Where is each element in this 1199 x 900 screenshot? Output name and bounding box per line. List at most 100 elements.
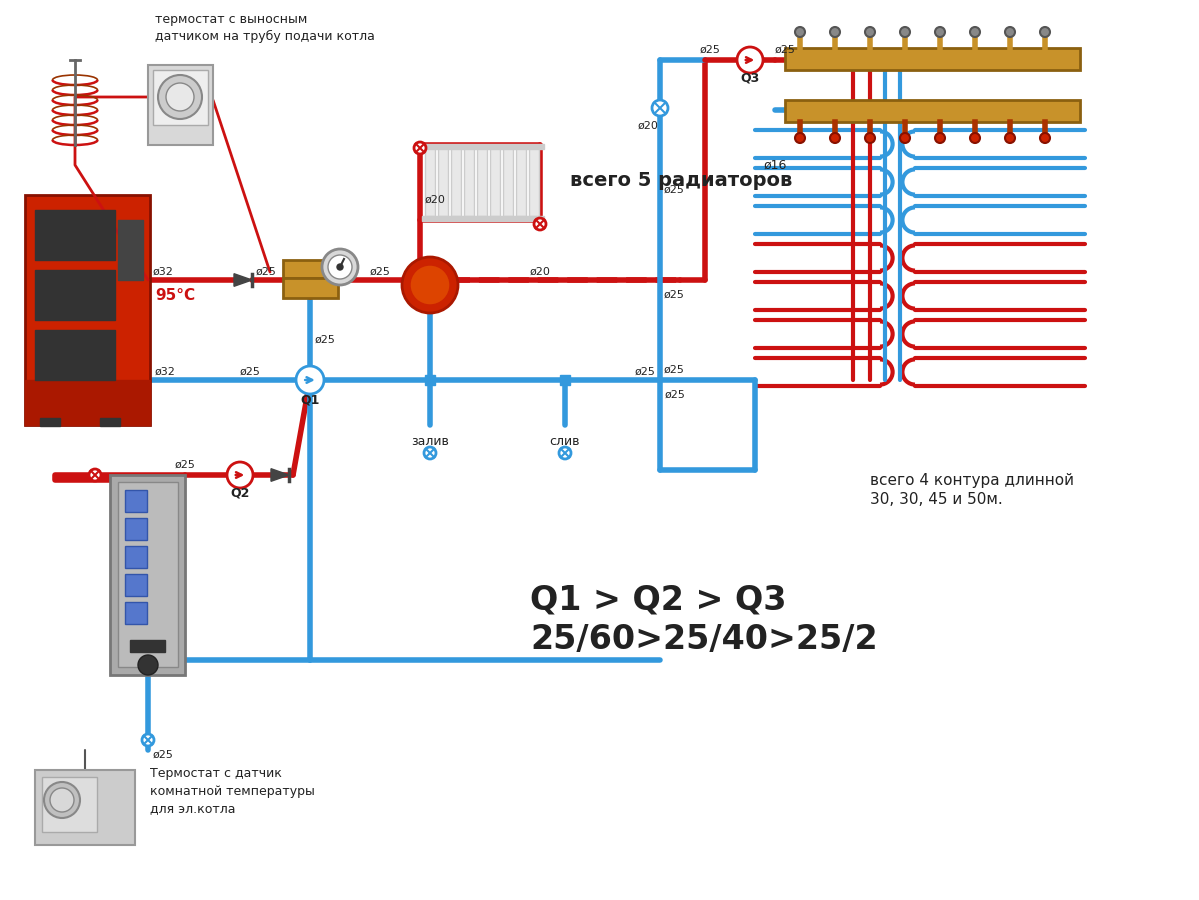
Text: ø25: ø25 [664,290,685,300]
Text: ø16: ø16 [764,158,787,172]
Circle shape [165,83,194,111]
Bar [283,278,338,298]
Text: Термостат с датчик: Термостат с датчик [150,767,282,779]
Circle shape [1040,27,1050,37]
Circle shape [935,27,945,37]
Bar [283,260,338,278]
Text: ø32: ø32 [153,267,174,277]
Bar [560,375,570,385]
Circle shape [864,133,875,143]
Circle shape [559,447,571,459]
Text: Q2: Q2 [230,487,249,500]
Text: ø20: ø20 [424,195,446,205]
Circle shape [534,218,546,230]
Text: датчиком на трубу подачи котла: датчиком на трубу подачи котла [155,30,375,42]
Bar [25,380,150,425]
Text: комнатной температуры: комнатной температуры [150,785,315,797]
Text: ø25: ø25 [257,267,277,277]
Circle shape [296,366,324,394]
Text: слив: слив [550,435,580,448]
Circle shape [141,734,153,746]
Circle shape [50,788,74,812]
Bar [147,65,213,145]
Bar [516,148,526,216]
Bar [35,270,115,320]
Bar [477,148,487,216]
Bar [125,546,147,568]
Circle shape [1005,27,1016,37]
Text: 25/60>25/40>25/2: 25/60>25/40>25/2 [530,624,878,656]
Text: Q1: Q1 [300,393,320,407]
Bar [100,418,120,426]
Text: 30, 30, 45 и 50м.: 30, 30, 45 и 50м. [870,492,1002,508]
Circle shape [414,142,426,154]
Polygon shape [234,274,252,286]
Text: ø25: ø25 [370,267,391,277]
Text: 95°С: 95°С [155,289,195,303]
Text: всего 5 радиаторов: всего 5 радиаторов [570,170,793,190]
Circle shape [900,133,910,143]
Polygon shape [271,469,289,482]
Circle shape [795,133,805,143]
Bar [785,48,1080,70]
Circle shape [424,447,436,459]
Circle shape [410,265,450,305]
Bar [40,418,60,426]
Bar [424,375,435,385]
Text: ø25: ø25 [700,45,721,55]
Circle shape [323,249,359,285]
Bar [153,70,207,125]
Circle shape [864,27,875,37]
Circle shape [158,75,201,119]
Bar [118,482,177,667]
Text: Q1 > Q2 > Q3: Q1 > Q2 > Q3 [530,583,787,617]
Circle shape [935,133,945,143]
Bar [438,148,448,216]
Text: ø32: ø32 [155,367,176,377]
Text: Q3: Q3 [740,71,760,85]
Circle shape [329,255,353,279]
Circle shape [337,264,343,270]
Bar [125,518,147,540]
Text: ø20: ø20 [530,267,550,277]
Bar [35,770,135,845]
Text: ø25: ø25 [315,335,336,345]
Text: ø25: ø25 [664,365,685,375]
Text: ø25: ø25 [775,45,796,55]
Circle shape [830,27,840,37]
Text: ø25: ø25 [175,460,195,470]
Circle shape [44,782,80,818]
Bar [129,640,165,652]
Text: всего 4 контура длинной: всего 4 контура длинной [870,472,1074,488]
Bar [125,602,147,624]
Circle shape [737,47,763,73]
Bar [529,148,540,216]
Bar [422,144,544,149]
Circle shape [227,462,253,488]
Text: ø25: ø25 [665,390,686,400]
Circle shape [795,27,805,37]
Bar [118,220,143,280]
Bar [451,148,460,216]
Bar [504,148,513,216]
Circle shape [1005,133,1016,143]
Bar [35,330,115,380]
Bar [125,490,147,512]
Bar [422,216,544,221]
Bar [25,195,150,425]
Text: залив: залив [411,435,448,448]
Bar [424,148,435,216]
Bar [110,475,185,675]
Text: ø25: ø25 [664,185,685,195]
Bar [42,777,97,832]
Text: ø20: ø20 [638,121,659,131]
Circle shape [830,133,840,143]
Text: ø25: ø25 [153,750,174,760]
Circle shape [970,133,980,143]
Circle shape [900,27,910,37]
Circle shape [89,469,101,481]
Circle shape [402,257,458,313]
Bar [464,148,474,216]
Text: для эл.котла: для эл.котла [150,803,235,815]
Text: термостат с выносным: термостат с выносным [155,14,307,26]
